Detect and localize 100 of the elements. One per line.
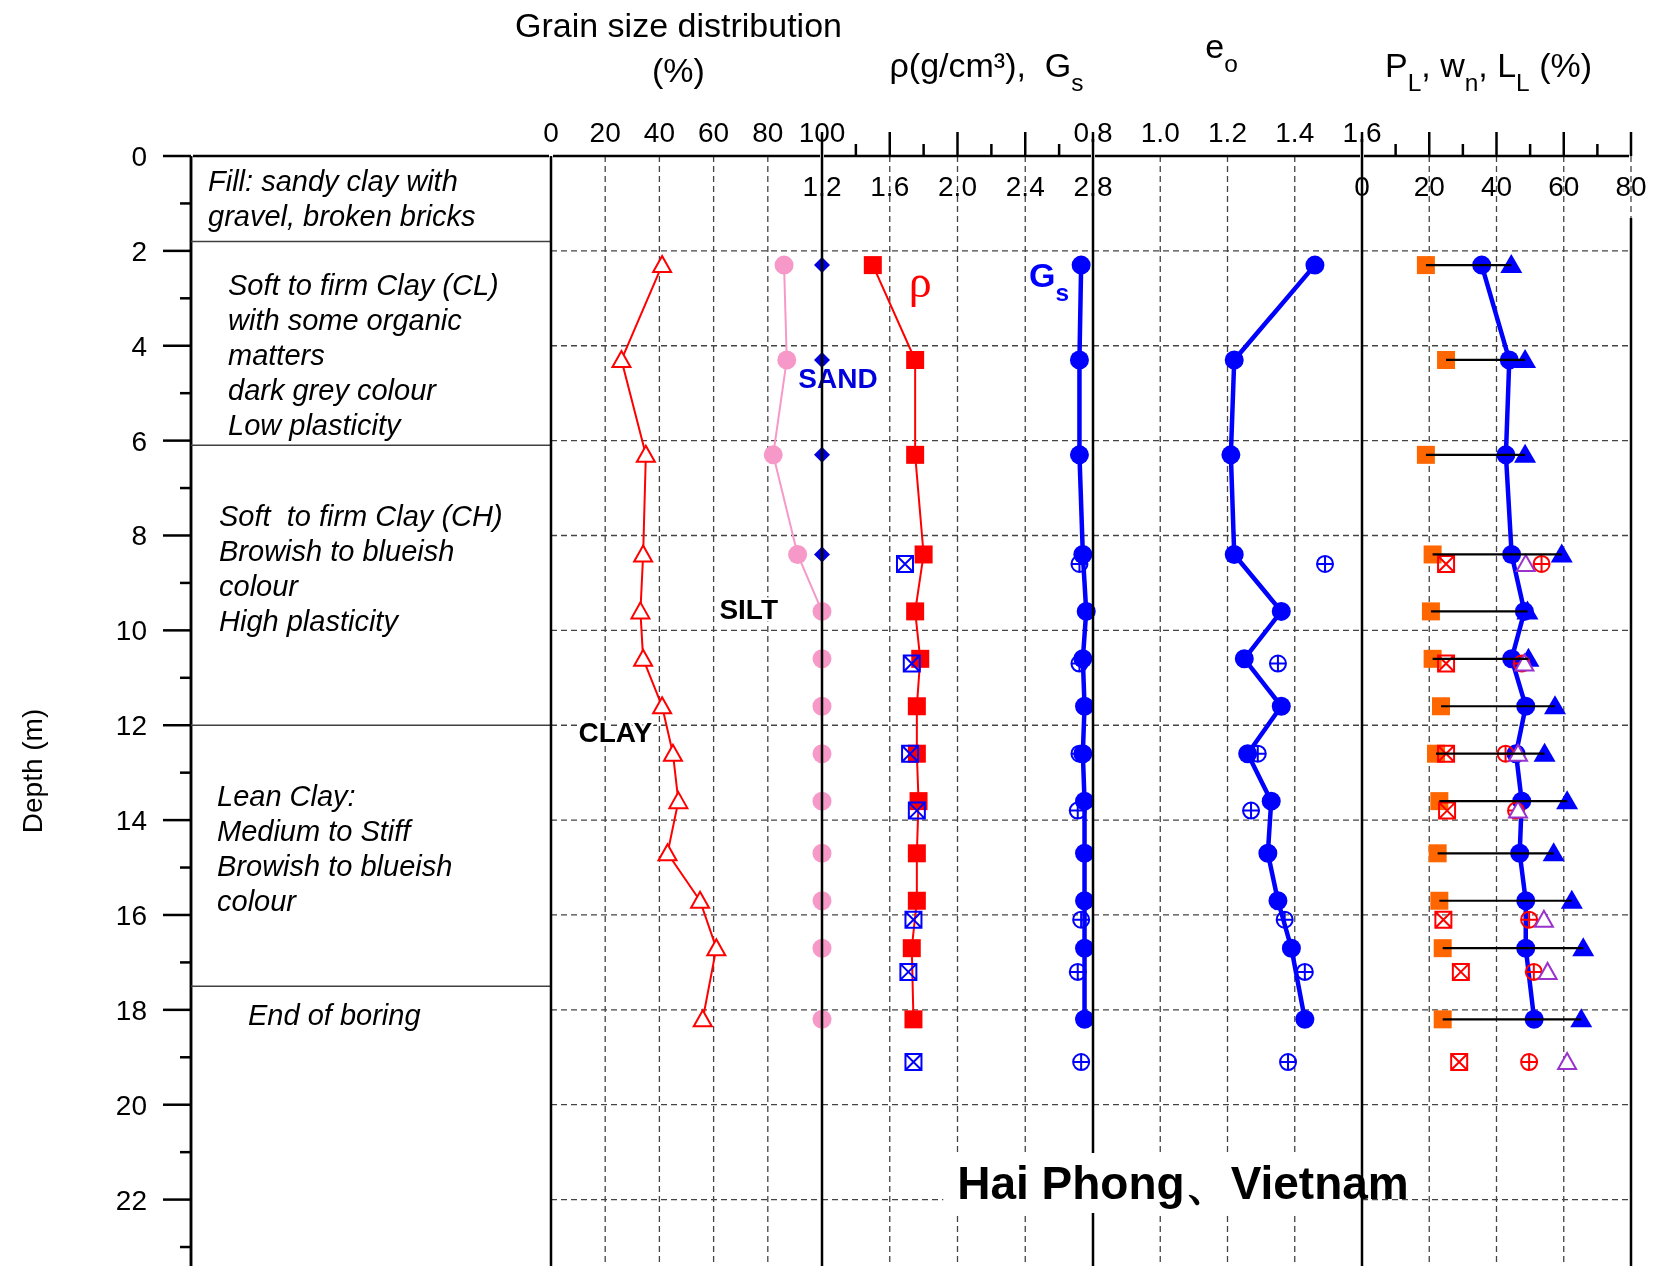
point [1075,843,1095,863]
annotation: End of boring [248,999,421,1031]
x-tick-label: 40 [643,117,675,148]
x-tick-label: 2.0 [938,171,977,202]
point [1069,445,1089,465]
point [635,444,656,463]
point [914,545,933,564]
point [1234,649,1254,669]
point [1271,696,1291,716]
point [906,350,925,369]
x-tick-label: 60 [698,117,730,148]
point [1316,554,1335,573]
point [1514,653,1535,672]
series-label: G$_{s}$ [1029,256,1070,306]
point [1295,962,1314,981]
y-tick-label: 22 [115,1184,147,1216]
point [763,445,783,465]
point [1075,1009,1095,1029]
x-tick-label: 80 [1615,171,1647,202]
point [1496,744,1515,763]
x-tick-label: 20 [1413,171,1445,202]
annotation: Fill: sandy clay with gravel, broken bricks [208,165,476,232]
series-label: SILT [719,594,778,626]
point [1516,600,1539,620]
x-tick-label: 80 [752,117,784,148]
point [692,1009,713,1028]
point [630,601,651,620]
point [1524,962,1543,981]
point [904,1010,923,1029]
point [1432,697,1451,716]
point [906,445,925,464]
point [901,744,920,763]
point [652,255,673,274]
x-axis-title: e$_{o}$ [1205,27,1238,77]
point [1224,544,1244,564]
x-axis-title: Grain size distribution (%) [515,6,842,89]
annotation: Soft to firm Clay (CH) Browish to blueish colour High plasticity [219,500,503,637]
point [1416,445,1435,464]
series-label: CLAY [578,717,653,749]
x-tick-label: 100 [798,117,846,148]
y-tick-label: 0 [131,141,147,172]
point [1434,910,1453,929]
point [899,962,918,981]
point [1070,654,1089,673]
point [1437,350,1456,369]
point [611,349,632,368]
point [1305,255,1325,275]
point [1570,1008,1593,1028]
point [633,648,654,667]
point [1532,554,1551,573]
y-tick-label: 10 [115,615,147,647]
point [706,938,727,957]
point [1281,938,1301,958]
point [1437,554,1456,573]
point [1279,1053,1298,1072]
y-tick-label: 12 [115,710,147,742]
point [1515,553,1536,572]
point [1433,939,1452,958]
point [633,544,654,563]
point [777,350,797,370]
point [1450,1053,1469,1072]
point [1533,909,1554,928]
point [1068,962,1087,981]
x-tick-label: 1.6 [1342,117,1382,148]
series-label: ρ [908,256,932,308]
point [902,654,921,673]
x-tick-label: 1.4 [1275,117,1315,148]
point [1430,891,1449,910]
point [906,602,925,621]
annotation: Lean Clay: Medium to Stiff Browish to blueish colour [217,780,453,917]
point [1075,938,1095,958]
annotation: Soft to firm Clay (CL) with some organic matters dark grey colour Low plasticity [228,269,499,441]
x-axis-title: ρ(g/cm³), G$_{s}$ [889,46,1084,96]
point [1508,800,1529,819]
point [1275,910,1294,929]
point [907,844,926,863]
y-tick-label: 16 [115,899,147,931]
point [1428,844,1447,863]
x-tick-label: 1.6 [870,171,910,202]
point [1242,801,1261,820]
point [907,891,926,910]
x-axis-title: P$_{L}$, w$_{n}$, L$_{L}$ (%) [1384,46,1593,96]
point [1500,254,1523,274]
point [774,255,794,275]
point [904,1053,923,1072]
point [895,554,914,573]
point [1572,937,1595,957]
point [1520,1053,1539,1072]
point [1221,445,1241,465]
point [1556,790,1579,810]
point [1072,1053,1091,1072]
point [690,890,711,909]
x-tick-label: 1.2 [1208,117,1247,148]
point [1433,1010,1452,1029]
point [1437,744,1456,763]
point [668,791,689,810]
point [788,544,808,564]
point [1437,654,1456,673]
point [1271,601,1291,621]
point [1514,348,1537,368]
